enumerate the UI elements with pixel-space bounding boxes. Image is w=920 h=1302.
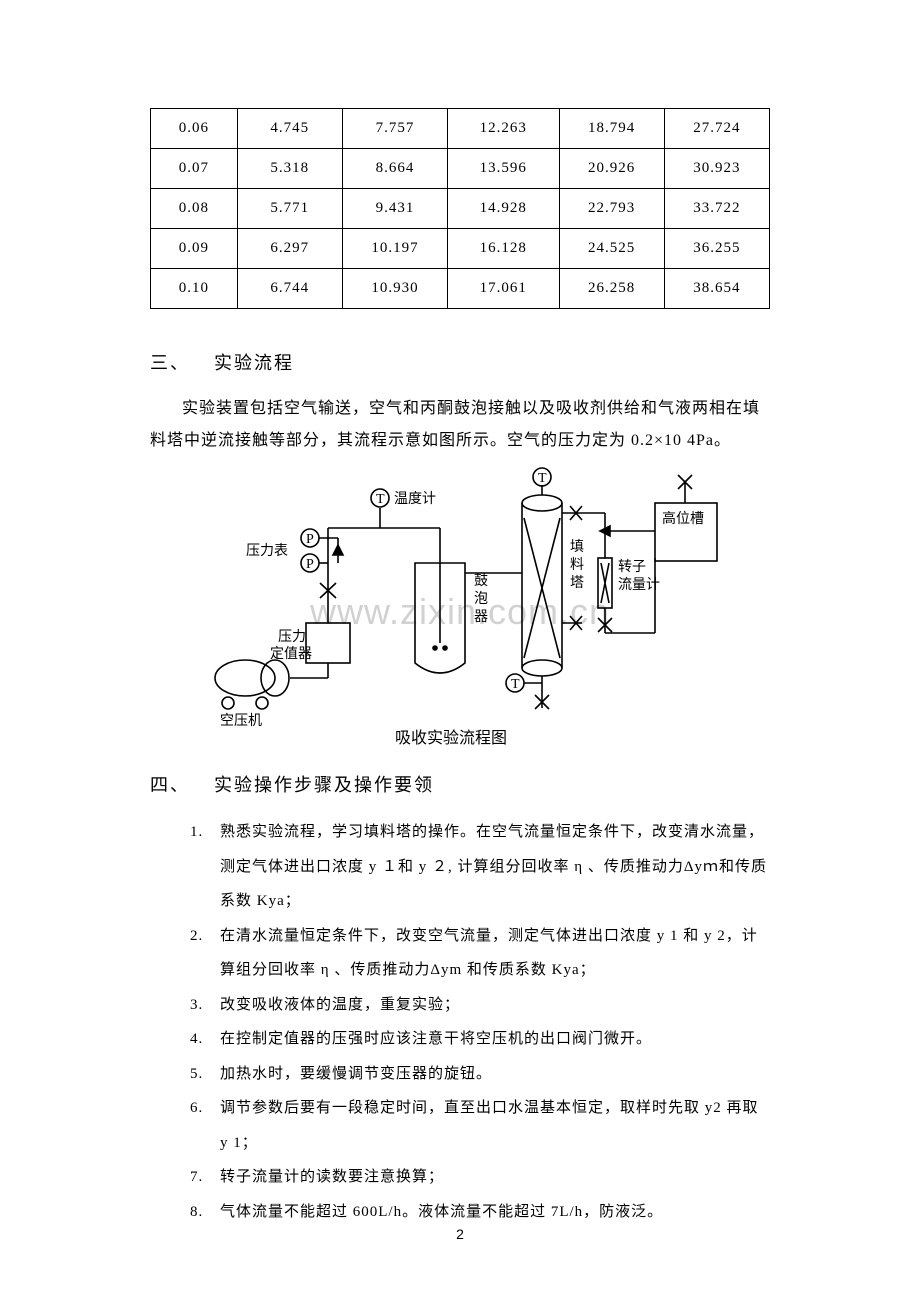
flow-diagram-svg: 空压机 压力 定值器 P P 压力表 <box>190 463 730 753</box>
data-table: 0.06 4.745 7.757 12.263 18.794 27.724 0.… <box>150 108 770 309</box>
list-item: 8.气体流量不能超过 600L/h。液体流量不能超过 7L/h，防液泛。 <box>190 1195 770 1230</box>
step-text: 气体流量不能超过 600L/h。液体流量不能超过 7L/h，防液泛。 <box>220 1204 663 1220</box>
svg-text:压力: 压力 <box>278 629 306 645</box>
step-text: 加热水时，要缓慢调节变压器的旋钮。 <box>220 1066 492 1082</box>
cell: 0.06 <box>151 109 238 149</box>
cell: 5.771 <box>237 189 342 229</box>
section-3-paragraph: 实验装置包括空气输送，空气和丙酮鼓泡接触以及吸收剂供给和气液两相在填料塔中逆流接… <box>150 393 770 457</box>
cell: 27.724 <box>664 109 769 149</box>
svg-text:T: T <box>511 677 520 692</box>
section-3-title: 实验流程 <box>214 353 294 373</box>
cell: 7.757 <box>342 109 447 149</box>
cell: 13.596 <box>448 149 559 189</box>
cell: 16.128 <box>448 229 559 269</box>
section-3-heading: 三、 实验流程 <box>150 349 770 375</box>
cell: 30.923 <box>664 149 769 189</box>
svg-text:P: P <box>306 557 314 572</box>
section-4-number: 四、 <box>150 775 190 795</box>
table-body: 0.06 4.745 7.757 12.263 18.794 27.724 0.… <box>151 109 770 309</box>
svg-text:压力表: 压力表 <box>246 543 288 559</box>
cell: 36.255 <box>664 229 769 269</box>
svg-text:定值器: 定值器 <box>270 646 312 662</box>
list-item: 3.改变吸收液体的温度，重复实验； <box>190 988 770 1023</box>
cell: 17.061 <box>448 269 559 309</box>
svg-text:器: 器 <box>474 610 488 625</box>
cell: 6.297 <box>237 229 342 269</box>
table-row: 0.07 5.318 8.664 13.596 20.926 30.923 <box>151 149 770 189</box>
cell: 14.928 <box>448 189 559 229</box>
cell: 38.654 <box>664 269 769 309</box>
step-text: 熟悉实验流程，学习填料塔的操作。在空气流量恒定条件下，改变清水流量，测定气体进出… <box>220 824 767 909</box>
step-text: 在控制定值器的压强时应该注意干将空压机的出口阀门微开。 <box>220 1031 652 1047</box>
svg-text:料: 料 <box>570 557 584 573</box>
list-item: 4.在控制定值器的压强时应该注意干将空压机的出口阀门微开。 <box>190 1022 770 1057</box>
cell: 0.10 <box>151 269 238 309</box>
svg-text:温度计: 温度计 <box>394 491 436 507</box>
cell: 18.794 <box>559 109 664 149</box>
svg-text:塔: 塔 <box>570 575 584 591</box>
cell: 5.318 <box>237 149 342 189</box>
cell: 33.722 <box>664 189 769 229</box>
list-item: 2.在清水流量恒定条件下，改变空气流量，测定气体进出口浓度 y 1 和 y 2，… <box>190 919 770 988</box>
step-text: 转子流量计的读数要注意换算； <box>220 1169 444 1185</box>
svg-text:转子: 转子 <box>618 559 646 575</box>
list-item: 7.转子流量计的读数要注意换算； <box>190 1160 770 1195</box>
step-text: 在清水流量恒定条件下，改变空气流量，测定气体进出口浓度 y 1 和 y 2，计算… <box>220 928 758 979</box>
list-item: 5.加热水时，要缓慢调节变压器的旋钮。 <box>190 1057 770 1092</box>
cell: 0.07 <box>151 149 238 189</box>
cell: 10.197 <box>342 229 447 269</box>
cell: 10.930 <box>342 269 447 309</box>
list-item: 1.熟悉实验流程，学习填料塔的操作。在空气流量恒定条件下，改变清水流量，测定气体… <box>190 815 770 919</box>
svg-text:鼓: 鼓 <box>474 573 488 589</box>
cell: 0.09 <box>151 229 238 269</box>
cell: 20.926 <box>559 149 664 189</box>
flow-diagram: www.zixin.com.cn 空压机 压力 定值器 P <box>150 463 770 753</box>
cell: 6.744 <box>237 269 342 309</box>
table-row: 0.10 6.744 10.930 17.061 26.258 38.654 <box>151 269 770 309</box>
section-4-heading: 四、 实验操作步骤及操作要领 <box>150 771 770 797</box>
cell: 9.431 <box>342 189 447 229</box>
section-3-number: 三、 <box>150 353 190 373</box>
step-text: 改变吸收液体的温度，重复实验； <box>220 997 460 1013</box>
cell: 8.664 <box>342 149 447 189</box>
svg-text:T: T <box>538 471 547 486</box>
cell: 4.745 <box>237 109 342 149</box>
table-row: 0.08 5.771 9.431 14.928 22.793 33.722 <box>151 189 770 229</box>
svg-text:吸收实验流程图: 吸收实验流程图 <box>395 729 507 747</box>
steps-list: 1.熟悉实验流程，学习填料塔的操作。在空气流量恒定条件下，改变清水流量，测定气体… <box>150 815 770 1229</box>
table-row: 0.09 6.297 10.197 16.128 24.525 36.255 <box>151 229 770 269</box>
svg-text:高位槽: 高位槽 <box>662 510 704 527</box>
svg-text:泡: 泡 <box>474 591 488 607</box>
cell: 22.793 <box>559 189 664 229</box>
svg-text:P: P <box>306 532 314 547</box>
cell: 0.08 <box>151 189 238 229</box>
step-text: 调节参数后要有一段稳定时间，直至出口水温基本恒定，取样时先取 y2 再取 y 1… <box>220 1100 759 1151</box>
svg-text:空压机: 空压机 <box>220 713 262 729</box>
page-number: 2 <box>456 1226 464 1242</box>
section-4-title: 实验操作步骤及操作要领 <box>214 775 434 795</box>
svg-text:填: 填 <box>570 539 584 555</box>
table-row: 0.06 4.745 7.757 12.263 18.794 27.724 <box>151 109 770 149</box>
svg-text:T: T <box>376 492 385 507</box>
svg-text:流量计: 流量计 <box>618 577 660 593</box>
cell: 12.263 <box>448 109 559 149</box>
list-item: 6.调节参数后要有一段稳定时间，直至出口水温基本恒定，取样时先取 y2 再取 y… <box>190 1091 770 1160</box>
cell: 24.525 <box>559 229 664 269</box>
cell: 26.258 <box>559 269 664 309</box>
